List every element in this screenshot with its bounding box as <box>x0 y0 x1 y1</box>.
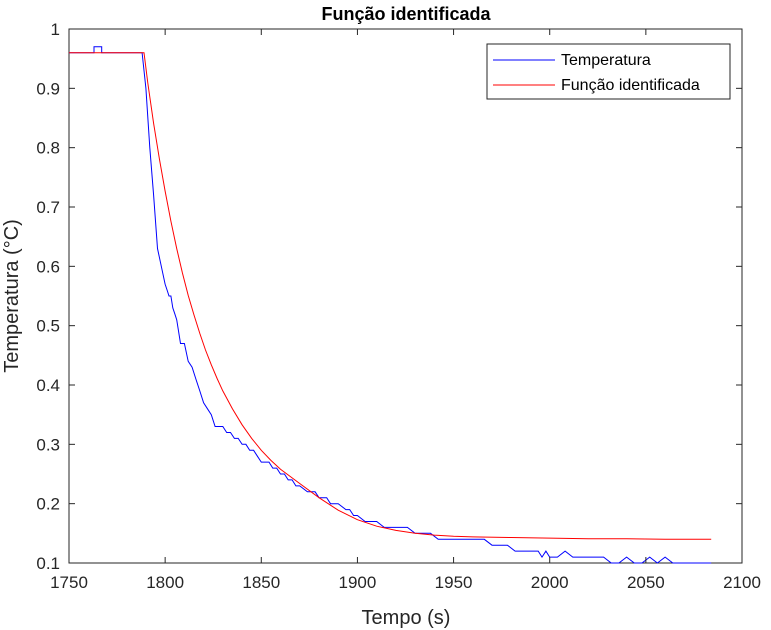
x-tick-label: 2000 <box>531 573 569 592</box>
ticks-layer: 1750 1800 1850 1900 1950 2000 2050 2100 0.1 0.2 0.… <box>36 20 761 592</box>
series-line-0 <box>69 46 712 564</box>
x-tick-label: 2100 <box>723 573 761 592</box>
y-tick-label: 0.5 <box>36 317 60 336</box>
y-tick-label: 0.2 <box>36 495 60 514</box>
legend-label-0: Temperatura <box>561 52 651 69</box>
x-tick-label: 1750 <box>50 573 88 592</box>
x-tick-label: 1900 <box>339 573 377 592</box>
y-tick-label: 1 <box>51 20 60 39</box>
legend-label-1: Função identificada <box>561 77 700 94</box>
x-tick-label: 1950 <box>435 573 473 592</box>
plot-area <box>68 28 743 564</box>
series-layer <box>69 46 712 564</box>
y-axis-label: Temperatura (°C) <box>1 219 23 373</box>
series-line-1 <box>69 52 712 540</box>
legend: Temperatura Função identificada <box>486 43 731 100</box>
y-tick-label: 0.3 <box>36 435 60 454</box>
legend-box <box>486 43 731 100</box>
x-tick-label: 1850 <box>242 573 280 592</box>
y-tick-label: 0.9 <box>36 79 60 98</box>
y-tick-label: 0.1 <box>36 554 60 573</box>
x-tick-label: 1800 <box>146 573 184 592</box>
y-tick-label: 0.8 <box>36 139 60 158</box>
y-tick-label: 0.7 <box>36 198 60 217</box>
x-axis-label: Tempo (s) <box>362 607 451 629</box>
y-tick-label: 0.4 <box>36 376 60 395</box>
legend-items: Temperatura Função identificada <box>493 52 700 94</box>
x-tick-label: 2050 <box>627 573 665 592</box>
chart-title: Função identificada <box>321 4 491 24</box>
plot-frame <box>68 28 743 564</box>
y-tick-label: 0.6 <box>36 257 60 276</box>
